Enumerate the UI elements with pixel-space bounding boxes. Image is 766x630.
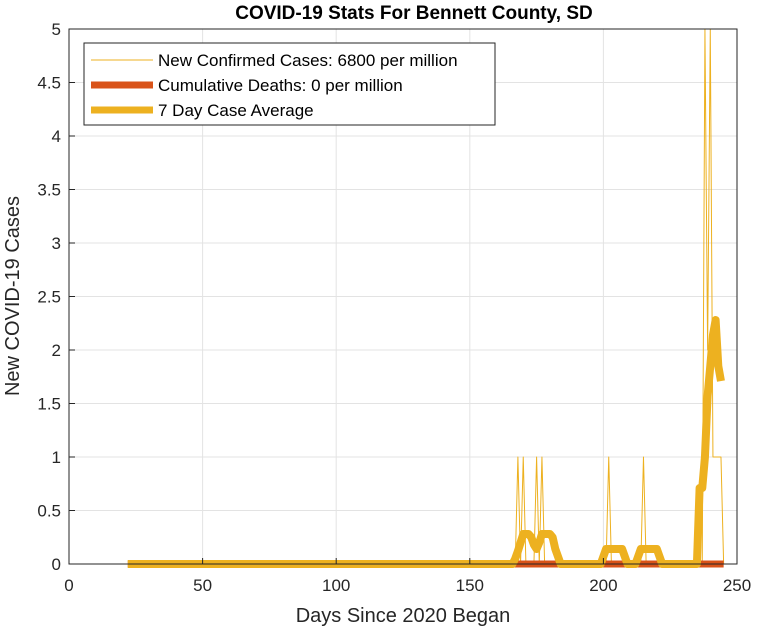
tick-layer: 0 50 100 150 200 250 0 0.5 1 1.5 2 2.5 3 3.5 4 4.5 5 xyxy=(37,20,751,595)
y-tick-label: 5 xyxy=(52,20,61,39)
x-tick-label: 250 xyxy=(723,576,751,595)
y-tick-label: 4 xyxy=(52,127,61,146)
x-tick-label: 50 xyxy=(193,576,212,595)
y-axis-label: New COVID-19 Cases xyxy=(2,196,24,396)
y-tick-label: 1.5 xyxy=(37,395,61,414)
chart-title: COVID-19 Stats For Bennett County, SD xyxy=(235,3,593,24)
legend-label-average: 7 Day Case Average xyxy=(158,101,314,120)
x-tick-label: 0 xyxy=(64,576,73,595)
y-tick-label: 1 xyxy=(52,448,61,467)
x-tick-label: 150 xyxy=(456,576,484,595)
legend-label-deaths: Cumulative Deaths: 0 per million xyxy=(158,76,403,95)
y-tick-label: 0 xyxy=(52,555,61,574)
y-tick-label: 0.5 xyxy=(37,502,61,521)
x-axis-label: Days Since 2020 Began xyxy=(296,605,511,627)
y-tick-label: 2.5 xyxy=(37,288,61,307)
x-tick-label: 100 xyxy=(322,576,350,595)
y-tick-label: 3 xyxy=(52,234,61,253)
legend-label-new-cases: New Confirmed Cases: 6800 per million xyxy=(158,51,458,70)
y-tick-label: 4.5 xyxy=(37,74,61,93)
series-seven-day-average-line xyxy=(127,316,725,568)
x-tick-label: 200 xyxy=(589,576,617,595)
y-tick-label: 3.5 xyxy=(37,181,61,200)
y-tick-label: 2 xyxy=(52,341,61,360)
legend: New Confirmed Cases: 6800 per million Cu… xyxy=(83,42,496,126)
